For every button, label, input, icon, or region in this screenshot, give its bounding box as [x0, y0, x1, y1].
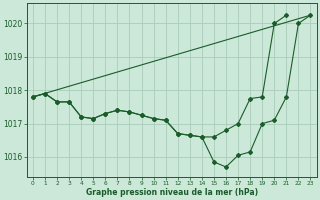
X-axis label: Graphe pression niveau de la mer (hPa): Graphe pression niveau de la mer (hPa) — [86, 188, 258, 197]
